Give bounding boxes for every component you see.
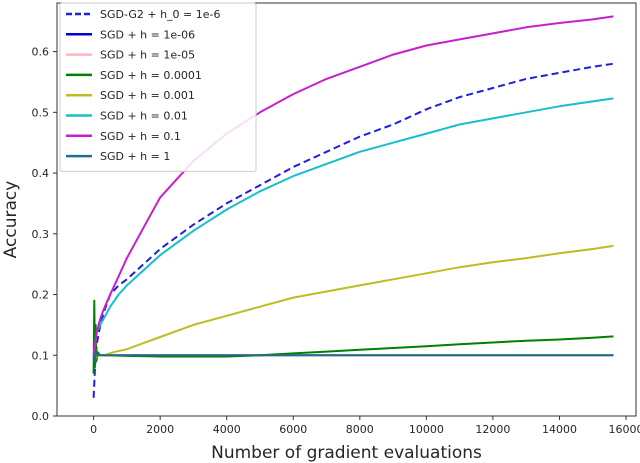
x-tick-label: 0 — [90, 423, 97, 436]
x-tick-label: 14000 — [542, 423, 577, 436]
series-line-3 — [92, 299, 614, 374]
x-tick-label: 10000 — [409, 423, 444, 436]
y-axis-label: Accuracy — [1, 181, 21, 259]
y-tick-label: 0.2 — [32, 289, 50, 302]
legend-entry-6: SGD + h = 0.1 — [100, 130, 181, 143]
plot-area — [56, 2, 637, 417]
series-line-7 — [92, 351, 614, 363]
series-group — [92, 15, 614, 398]
y-axis-ticks: 0.0 0.1 0.2 0.3 0.4 0.5 0.6 — [32, 46, 57, 423]
y-tick-label: 0.0 — [32, 410, 50, 423]
x-tick-label: 4000 — [213, 423, 241, 436]
y-tick-label: 0.6 — [32, 46, 50, 59]
legend-entry-0: SGD-G2 + h_0 = 1e-6 — [100, 8, 221, 21]
x-tick-label: 12000 — [475, 423, 510, 436]
legend: SGD-G2 + h_0 = 1e-6 SGD + h = 1e-06 SGD + … — [59, 2, 257, 172]
legend-entry-5: SGD + h = 0.01 — [100, 110, 188, 123]
legend-entry-3: SGD + h = 0.0001 — [100, 69, 202, 82]
y-tick-label: 0.1 — [32, 349, 50, 362]
legend-box — [59, 2, 257, 172]
x-tick-label: 8000 — [346, 423, 374, 436]
series-line-5 — [92, 97, 614, 356]
x-tick-label: 2000 — [146, 423, 174, 436]
x-tick-label: 6000 — [279, 423, 307, 436]
y-tick-label: 0.4 — [32, 167, 50, 180]
y-tick-label: 0.5 — [32, 106, 50, 119]
legend-entry-4: SGD + h = 0.001 — [100, 89, 195, 102]
legend-entry-7: SGD + h = 1 — [100, 150, 170, 163]
x-axis-label: Number of gradient evaluations — [211, 443, 482, 463]
series-line-0 — [92, 62, 614, 398]
plot-frame — [56, 2, 637, 417]
series-line-4 — [92, 244, 614, 360]
legend-entry-1: SGD + h = 1e-06 — [100, 28, 195, 41]
legend-entry-2: SGD + h = 1e-05 — [100, 49, 195, 62]
y-tick-label: 0.3 — [32, 228, 50, 241]
